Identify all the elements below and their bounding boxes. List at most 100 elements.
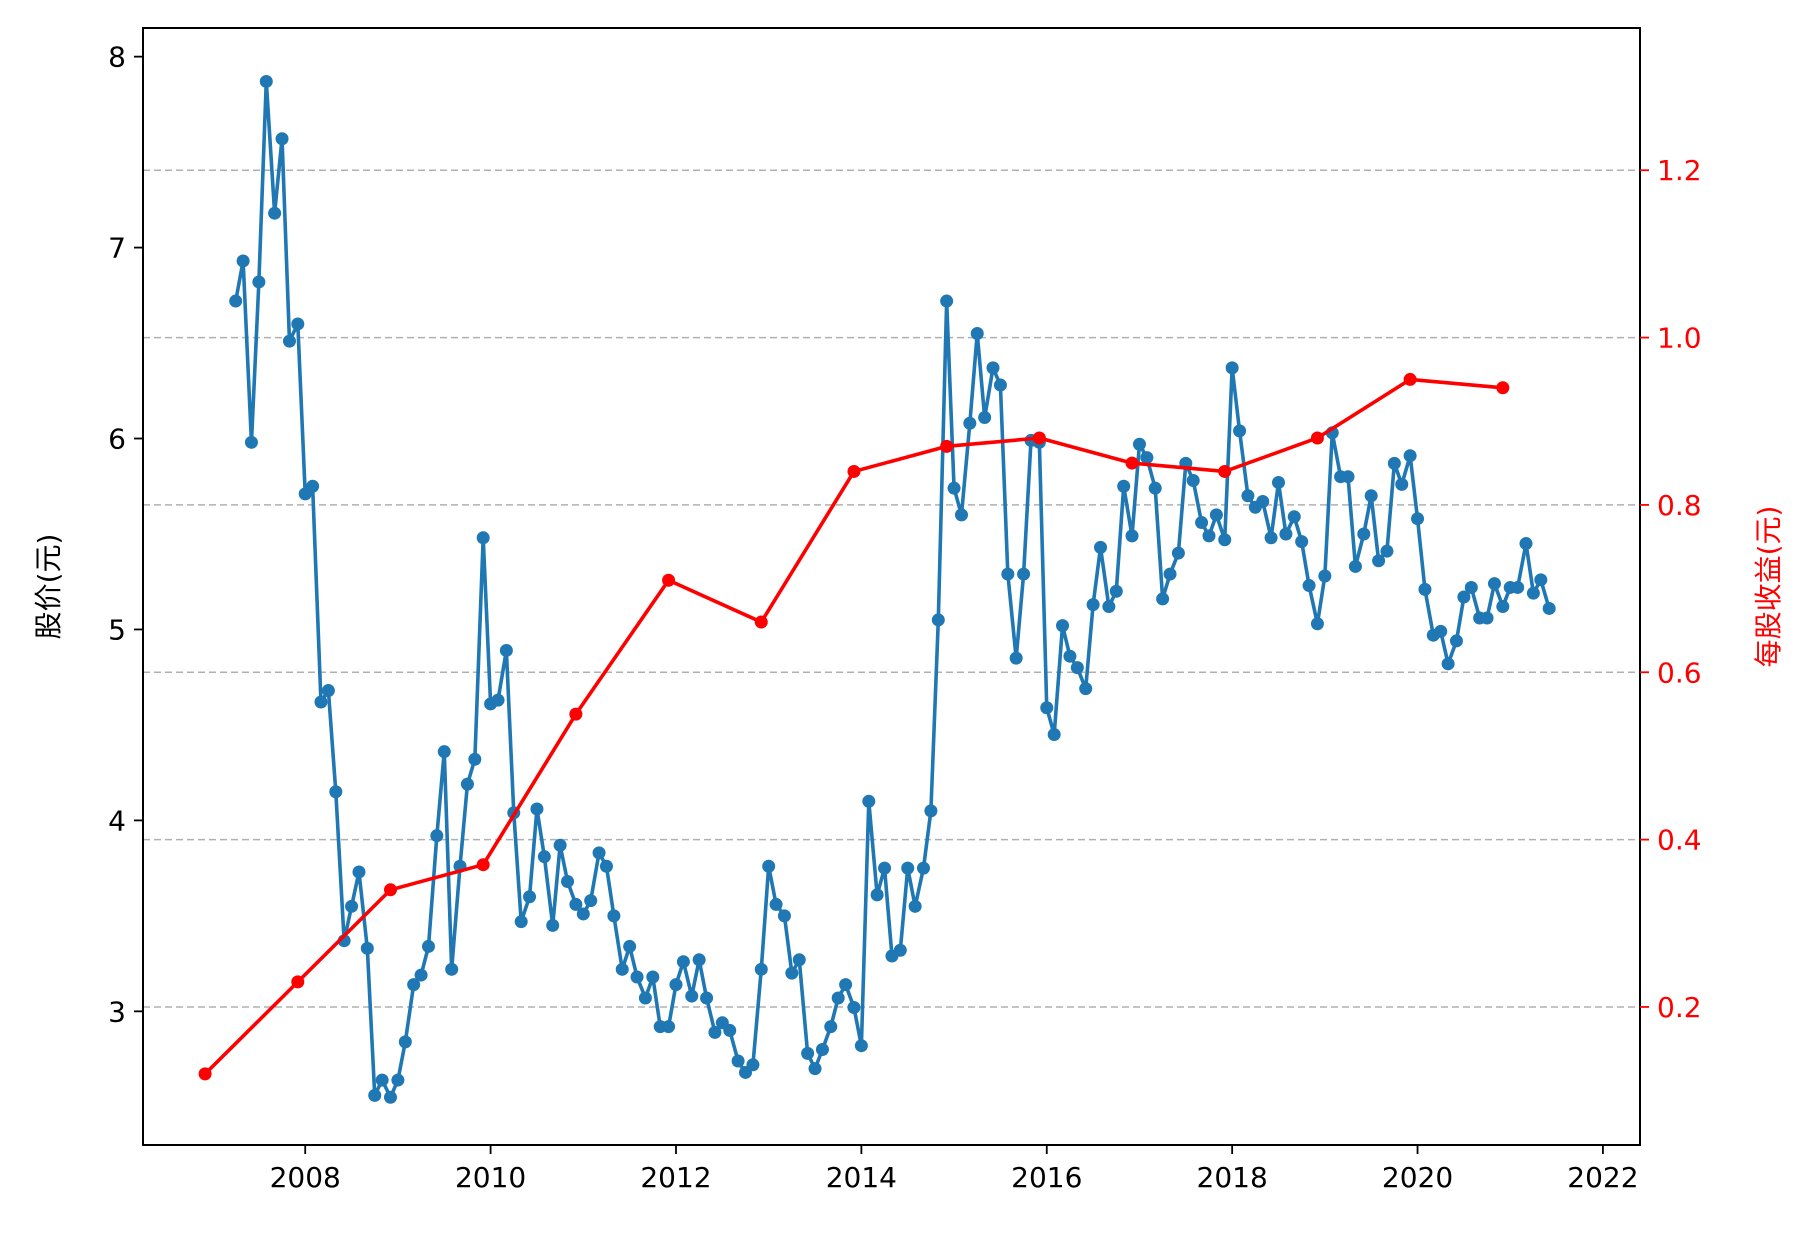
price-point (1040, 701, 1054, 715)
price-point (785, 966, 799, 980)
price-point (1171, 546, 1185, 560)
price-point (1156, 592, 1170, 606)
price-point (1125, 529, 1139, 543)
price-point (1310, 617, 1324, 631)
y-left-tick-label: 6 (108, 423, 126, 456)
price-point (746, 1058, 760, 1072)
price-point (1302, 579, 1316, 593)
price-point (407, 978, 421, 992)
price-point (708, 1025, 722, 1039)
price-point (1295, 535, 1309, 549)
price-point (1449, 634, 1463, 648)
price-point (398, 1035, 412, 1049)
eps-point (1310, 431, 1324, 445)
price-point (662, 1020, 676, 1034)
left-y-axis: 3 4 5 6 7 8 (108, 41, 143, 1028)
price-point (599, 859, 613, 873)
x-tick-label: 2008 (270, 1161, 341, 1194)
price-point (1063, 649, 1077, 663)
price-point (437, 745, 451, 759)
right-axis-label: 每股收益(元) (1752, 506, 1785, 668)
price-point (808, 1062, 822, 1076)
price-point (1233, 424, 1247, 438)
price-point (669, 978, 683, 992)
price-point (630, 970, 644, 984)
price-point (700, 991, 714, 1005)
price-point (940, 294, 954, 308)
price-point (546, 918, 560, 932)
price-point (1079, 682, 1093, 696)
price-point (584, 894, 598, 908)
price-point (623, 939, 637, 953)
price-point (391, 1073, 405, 1087)
eps-point (476, 858, 490, 872)
price-point (383, 1090, 397, 1104)
price-point (275, 132, 289, 146)
price-point (1387, 456, 1401, 470)
x-tick-label: 2018 (1197, 1161, 1268, 1194)
price-point (908, 899, 922, 913)
price-point (993, 378, 1007, 392)
price-point (1403, 449, 1417, 463)
price-point (368, 1088, 382, 1102)
price-point (1395, 477, 1409, 491)
price-point (421, 939, 435, 953)
price-point (468, 752, 482, 766)
eps-point (940, 439, 954, 453)
price-point (1464, 580, 1478, 594)
price-point (769, 897, 783, 911)
price-point (878, 861, 892, 875)
price-point (1526, 586, 1540, 600)
price-point (963, 416, 977, 430)
price-point (947, 481, 961, 495)
price-point (1357, 527, 1371, 541)
price-point (1209, 508, 1223, 522)
price-point (1542, 601, 1556, 615)
price-point (1534, 573, 1548, 587)
price-point (1318, 569, 1332, 583)
price-point (1001, 567, 1015, 581)
price-point (499, 643, 513, 657)
price-point (491, 693, 505, 707)
price-point (815, 1043, 829, 1057)
y-right-tick-label: 0.4 (1657, 824, 1702, 857)
price-point (831, 991, 845, 1005)
price-point (236, 254, 250, 268)
x-axis: 2008 2010 2012 2014 2016 2018 2020 2022 (270, 1145, 1639, 1194)
x-tick-label: 2022 (1567, 1161, 1638, 1194)
price-point (1195, 516, 1209, 530)
y-left-tick-label: 4 (108, 804, 126, 837)
eps-point (1403, 372, 1417, 386)
price-point (692, 953, 706, 967)
price-point (476, 531, 490, 545)
price-point (731, 1054, 745, 1068)
eps-point (383, 883, 397, 897)
price-point (1070, 661, 1084, 675)
y-right-tick-label: 0.8 (1657, 489, 1702, 522)
price-point (723, 1023, 737, 1037)
eps-point (1496, 381, 1510, 395)
price-point (514, 915, 528, 929)
right-y-axis: 0.2 0.4 0.6 0.8 1.0 1.2 (1640, 154, 1702, 1024)
x-tick-label: 2010 (455, 1161, 526, 1194)
price-point (924, 804, 938, 818)
price-point (1519, 537, 1533, 551)
price-point (854, 1039, 868, 1053)
price-point (862, 794, 876, 808)
eps-point (569, 707, 583, 721)
price-point (870, 888, 884, 902)
price-point (1056, 619, 1070, 633)
price-point (676, 955, 690, 969)
price-point (229, 294, 243, 308)
price-point (1047, 727, 1061, 741)
price-point (252, 275, 266, 289)
price-point (893, 943, 907, 957)
price-point (1094, 540, 1108, 554)
price-point (1511, 580, 1525, 594)
price-point (1434, 624, 1448, 638)
price-point (1487, 577, 1501, 591)
price-point (685, 989, 699, 1003)
price-point (1496, 600, 1510, 614)
price-point (530, 802, 544, 816)
